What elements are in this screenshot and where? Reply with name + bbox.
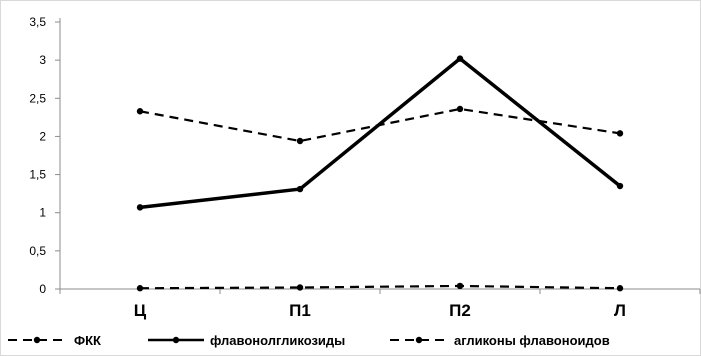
y-tick-label: 1 xyxy=(39,206,46,220)
series-1-point xyxy=(136,108,144,115)
legend-swatch-marker-2 xyxy=(172,336,180,344)
series-1-point xyxy=(456,105,464,113)
series-1-point xyxy=(296,137,304,145)
series-3-point xyxy=(616,285,624,292)
series-1-point xyxy=(616,130,624,137)
y-tick-label: 2 xyxy=(39,129,46,143)
legend-swatch-marker-3 xyxy=(415,336,423,344)
x-category-label: П1 xyxy=(289,301,311,320)
series-2-point xyxy=(296,185,304,193)
x-category-label: Л xyxy=(614,301,626,320)
series-3-point xyxy=(456,282,464,290)
y-tick-label: 1,5 xyxy=(29,168,46,182)
y-tick-label: 3 xyxy=(39,53,46,67)
series-3-point xyxy=(136,285,144,292)
series-2-point xyxy=(136,204,144,211)
y-tick-label: 3,5 xyxy=(29,15,46,29)
legend-label-2: флавонолгликозиды xyxy=(210,333,345,348)
legend-swatch-marker-1 xyxy=(33,336,41,344)
y-tick-label: 0 xyxy=(39,282,46,296)
series-3-point xyxy=(296,284,304,291)
series-2-point xyxy=(616,182,624,190)
series-line-3 xyxy=(139,284,621,290)
y-tick-label: 0,5 xyxy=(29,244,46,258)
legend-label-3: агликоны флавоноидов xyxy=(454,333,610,348)
series-line-2 xyxy=(139,56,622,210)
series-2-point xyxy=(456,55,464,62)
legend-label-1: ФКК xyxy=(74,333,101,348)
x-category-label: П2 xyxy=(449,301,471,320)
y-tick-label: 2,5 xyxy=(29,91,46,105)
x-category-label: Ц xyxy=(134,301,147,320)
